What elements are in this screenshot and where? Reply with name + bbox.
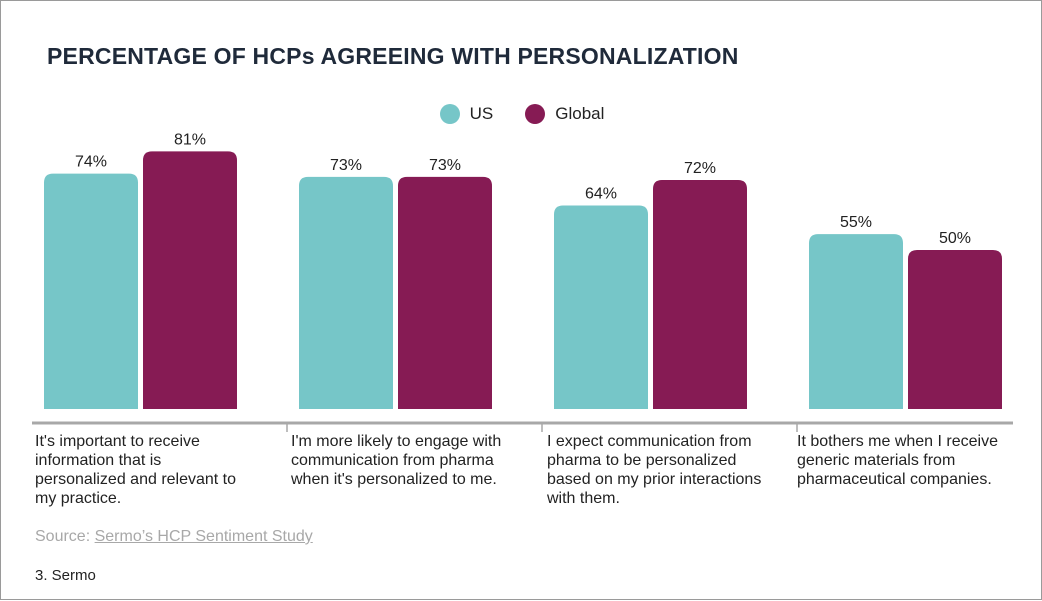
legend: US Global (1, 104, 1042, 124)
data-label-us-2: 73% (330, 157, 362, 174)
data-label-global-1: 81% (174, 131, 206, 148)
legend-item-us: US (439, 104, 494, 124)
bar-us-3 (554, 205, 648, 409)
bar-global-3 (653, 180, 747, 409)
category-label-2: I'm more likely to engage with communica… (291, 433, 502, 488)
legend-label-us: US (469, 104, 494, 123)
bar-us-2 (299, 176, 393, 409)
data-label-us-1: 74% (75, 154, 107, 171)
legend-swatch-global (525, 104, 546, 124)
footnote: 3. Sermo (35, 567, 96, 584)
category-label-4: It bothers me when I receive generic mat… (797, 433, 998, 488)
data-label-global-4: 50% (939, 230, 971, 247)
bar-us-4 (809, 234, 903, 409)
source-prefix: Source: (35, 528, 95, 545)
data-label-global-3: 72% (684, 160, 716, 177)
legend-item-global: Global (525, 104, 604, 124)
category-label-1: It's important to receive information th… (35, 433, 237, 507)
legend-label-global: Global (555, 104, 605, 123)
source-line: Source: Sermo’s HCP Sentiment Study (35, 528, 313, 546)
chart-title: PERCENTAGE OF HCPs AGREEING WITH PERSONA… (47, 43, 739, 69)
bar-global-4 (908, 250, 1002, 409)
category-label-3: I expect communication from pharma to be… (547, 433, 762, 507)
data-label-us-4: 55% (840, 214, 872, 231)
data-label-global-2: 73% (429, 157, 461, 174)
bar-global-1 (143, 151, 237, 410)
legend-swatch-us (439, 104, 460, 124)
data-label-us-3: 64% (585, 185, 617, 202)
bar-us-1 (44, 173, 138, 409)
bar-global-2 (398, 176, 492, 409)
source-link[interactable]: Sermo’s HCP Sentiment Study (94, 528, 313, 545)
